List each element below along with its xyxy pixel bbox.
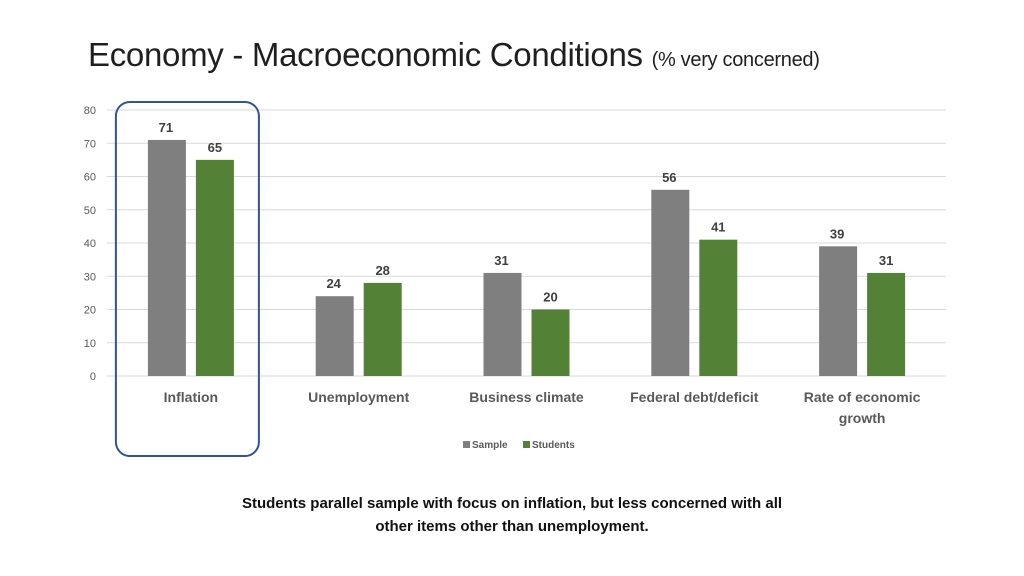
x-tick-label: Rate of economic <box>804 389 921 405</box>
bar-sample <box>483 272 522 376</box>
title-main: Economy - Macroeconomic Conditions <box>88 36 643 73</box>
bar-students <box>195 159 234 376</box>
legend-label: Students <box>532 440 575 451</box>
bar-sample <box>651 189 690 376</box>
data-label: 39 <box>830 226 844 241</box>
data-label: 28 <box>375 263 389 278</box>
data-label: 41 <box>711 220 725 235</box>
slide-title: Economy - Macroeconomic Conditions (% ve… <box>88 36 820 74</box>
bar-students <box>531 309 570 376</box>
y-tick-label: 80 <box>84 105 96 117</box>
data-label: 71 <box>159 120 173 135</box>
title-subtitle: (% very concerned) <box>651 49 820 71</box>
bar-sample <box>315 296 354 376</box>
y-tick-label: 10 <box>84 338 96 350</box>
x-tick-label: growth <box>839 410 886 426</box>
legend-swatch-sample <box>463 441 470 448</box>
y-tick-label: 70 <box>84 138 96 150</box>
data-label: 31 <box>494 253 508 268</box>
x-tick-label: Business climate <box>469 389 584 405</box>
data-label: 56 <box>662 170 676 185</box>
y-tick-label: 40 <box>84 238 96 250</box>
bar-sample <box>147 139 186 376</box>
y-tick-label: 0 <box>90 371 96 383</box>
highlight-box <box>114 101 260 457</box>
y-tick-label: 20 <box>84 305 96 317</box>
y-tick-label: 50 <box>84 205 96 217</box>
y-tick-label: 60 <box>84 172 96 184</box>
y-tick-label: 30 <box>84 271 96 283</box>
data-label: 31 <box>879 253 893 268</box>
caption-line-2: other items other than unemployment. <box>375 518 649 535</box>
legend-swatch-students <box>523 441 530 448</box>
data-label: 20 <box>543 290 557 305</box>
bar-sample <box>819 246 858 376</box>
slide-caption: Students parallel sample with focus on i… <box>0 492 1024 538</box>
bar-chart: 0 10 20 30 40 50 60 70 80 71 65 Inflation 24 28 Unempl… <box>84 101 946 457</box>
data-label: 65 <box>208 140 222 155</box>
x-tick-label: Unemployment <box>308 389 409 405</box>
bar-students <box>699 239 738 376</box>
x-tick-label: Federal debt/deficit <box>630 389 759 405</box>
x-tick-label: Inflation <box>164 389 218 405</box>
caption-line-1: Students parallel sample with focus on i… <box>241 495 783 512</box>
legend-label: Sample <box>472 440 508 451</box>
data-label: 24 <box>326 276 341 291</box>
bar-students <box>363 282 402 376</box>
bar-students <box>867 272 906 376</box>
